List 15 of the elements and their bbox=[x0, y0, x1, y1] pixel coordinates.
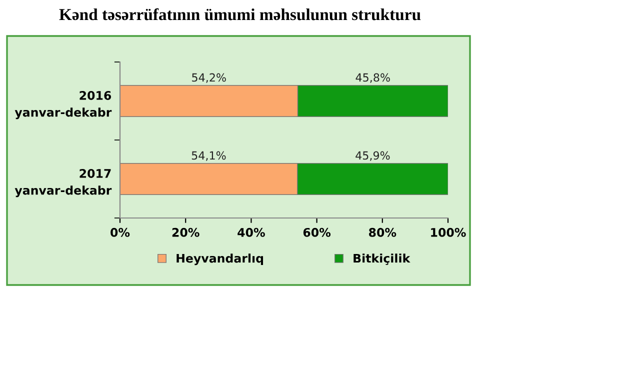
legend-label: Bitkiçilik bbox=[354, 254, 410, 265]
x-tick-label: 100% bbox=[431, 228, 466, 237]
x-tick-label: 20% bbox=[172, 228, 200, 237]
data-label: 54,2% bbox=[192, 73, 226, 83]
x-tick-label: 40% bbox=[238, 228, 265, 237]
chart-title: Kənd təsərrüfatının ümumi məhsulunun strukturu bbox=[59, 8, 421, 20]
data-label: 45,9% bbox=[356, 151, 390, 161]
y-tick-label: 2016 yanvar-dekabr bbox=[14, 91, 112, 120]
x-tick-label: 0% bbox=[110, 228, 130, 237]
x-tick-label: 80% bbox=[368, 228, 396, 237]
data-label: 54,1% bbox=[192, 151, 226, 161]
data-label: 45,8% bbox=[356, 73, 390, 83]
y-tick-label: 2017 yanvar-dekabr bbox=[14, 169, 112, 198]
legend-label: Heyvandarlıq bbox=[176, 254, 264, 266]
x-tick-label: 60% bbox=[303, 228, 331, 237]
